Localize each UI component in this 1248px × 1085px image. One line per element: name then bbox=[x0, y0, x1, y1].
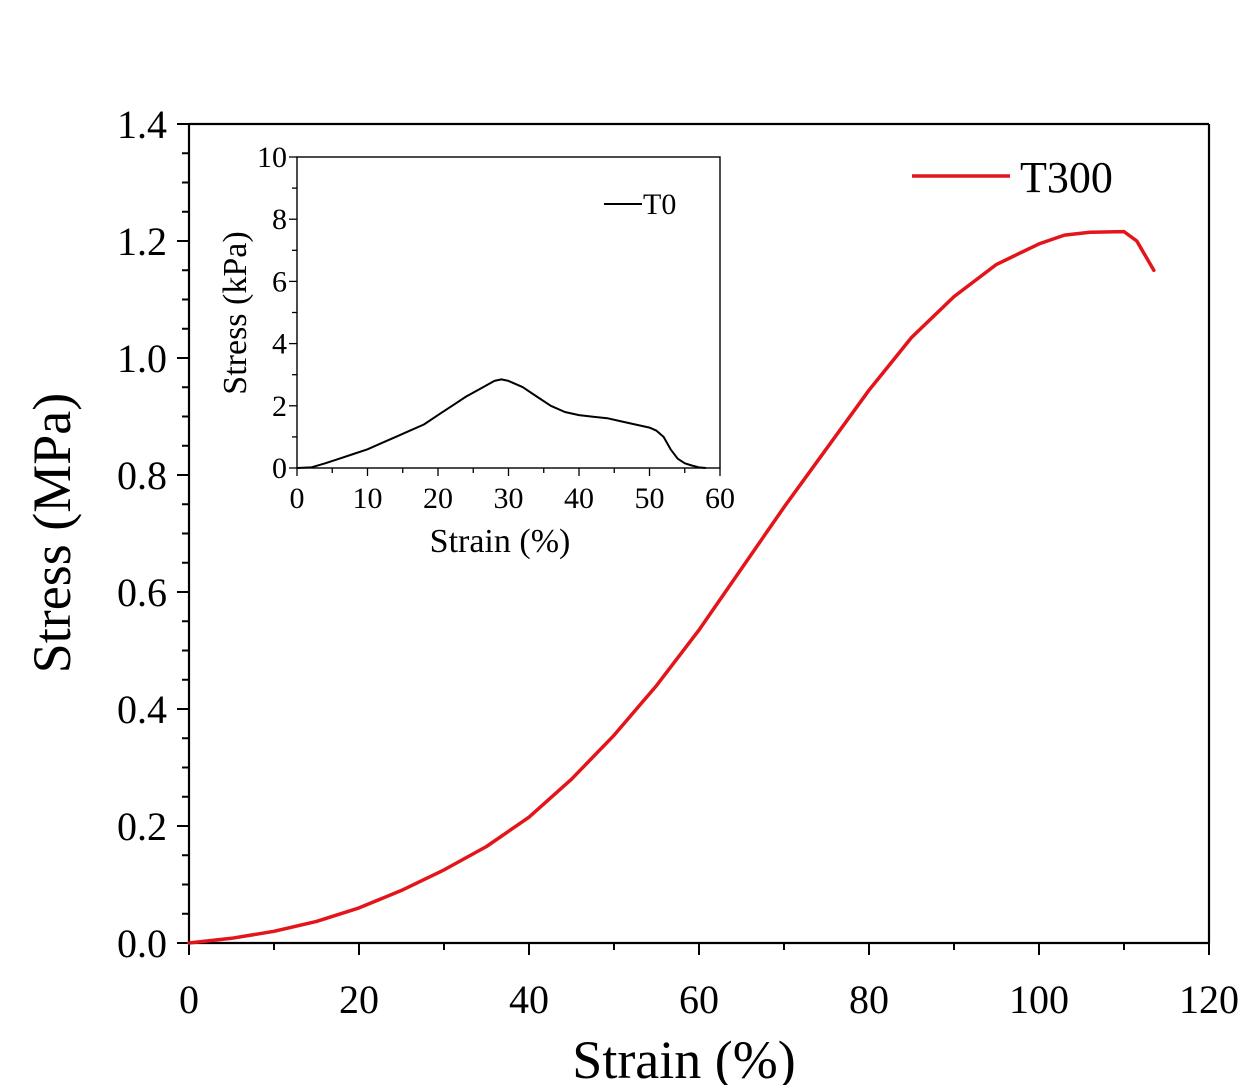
inset-y-tick-label: 4 bbox=[272, 328, 287, 361]
main-y-tick-label: 0.2 bbox=[117, 804, 167, 849]
inset-plot: 0 10 20 30 40 50 60 0 2 4 6 8 10 Strain (%) Stress (… bbox=[217, 141, 735, 560]
main-y-tick-label: 0.8 bbox=[117, 453, 167, 498]
main-x-tick-label: 20 bbox=[339, 977, 379, 1022]
main-legend: T300 bbox=[912, 153, 1113, 202]
main-y-tick-label: 1.0 bbox=[117, 336, 167, 381]
inset-x-tick-label: 30 bbox=[494, 482, 524, 515]
main-y-tick-label: 1.4 bbox=[117, 102, 167, 147]
inset-x-tick-label: 0 bbox=[290, 482, 305, 515]
main-plot: 0 20 40 60 80 100 1200.00.20.40.60.81.01.21.4 … bbox=[22, 102, 1239, 1085]
inset-x-tick-label: 20 bbox=[423, 482, 453, 515]
inset-x-tick-label: 40 bbox=[564, 482, 594, 515]
main-x-axis-title: Strain (%) bbox=[572, 1030, 795, 1085]
inset-legend: T0 bbox=[604, 188, 676, 221]
main-x-tick-label: 40 bbox=[509, 977, 549, 1022]
main-x-tick-label: 60 bbox=[679, 977, 719, 1022]
inset-ticks: 0 10 20 30 40 50 60 0 2 4 6 8 10 bbox=[257, 141, 735, 515]
main-x-tick-label: 80 bbox=[849, 977, 889, 1022]
main-x-tick-label: 120 bbox=[1179, 977, 1239, 1022]
inset-x-tick-label: 60 bbox=[705, 482, 735, 515]
legend-label-t0: T0 bbox=[643, 188, 676, 221]
main-y-tick-label: 0.6 bbox=[117, 570, 167, 615]
inset-y-axis-title: Stress (kPa) bbox=[217, 231, 254, 394]
inset-y-tick-label: 10 bbox=[257, 141, 287, 174]
inset-x-axis-title: Strain (%) bbox=[430, 523, 571, 560]
inset-x-tick-label: 50 bbox=[635, 482, 665, 515]
inset-y-tick-label: 2 bbox=[272, 390, 287, 423]
series-line-t0 bbox=[296, 378, 706, 469]
main-y-axis-title: Stress (MPa) bbox=[22, 393, 82, 674]
inset-y-tick-label: 8 bbox=[272, 203, 287, 236]
main-y-tick-label: 0.4 bbox=[117, 687, 167, 732]
series-line-t300 bbox=[187, 229, 1156, 945]
main-y-tick-label: 1.2 bbox=[117, 219, 167, 264]
main-x-tick-label: 100 bbox=[1009, 977, 1069, 1022]
inset-x-tick-label: 10 bbox=[353, 482, 383, 515]
inset-y-tick-label: 0 bbox=[272, 452, 287, 485]
main-y-tick-label: 0.0 bbox=[117, 921, 167, 966]
legend-label-t300: T300 bbox=[1020, 153, 1113, 202]
inset-y-tick-label: 6 bbox=[272, 265, 287, 298]
main-x-tick-label: 0 bbox=[179, 977, 199, 1022]
inset-frame bbox=[296, 156, 721, 469]
